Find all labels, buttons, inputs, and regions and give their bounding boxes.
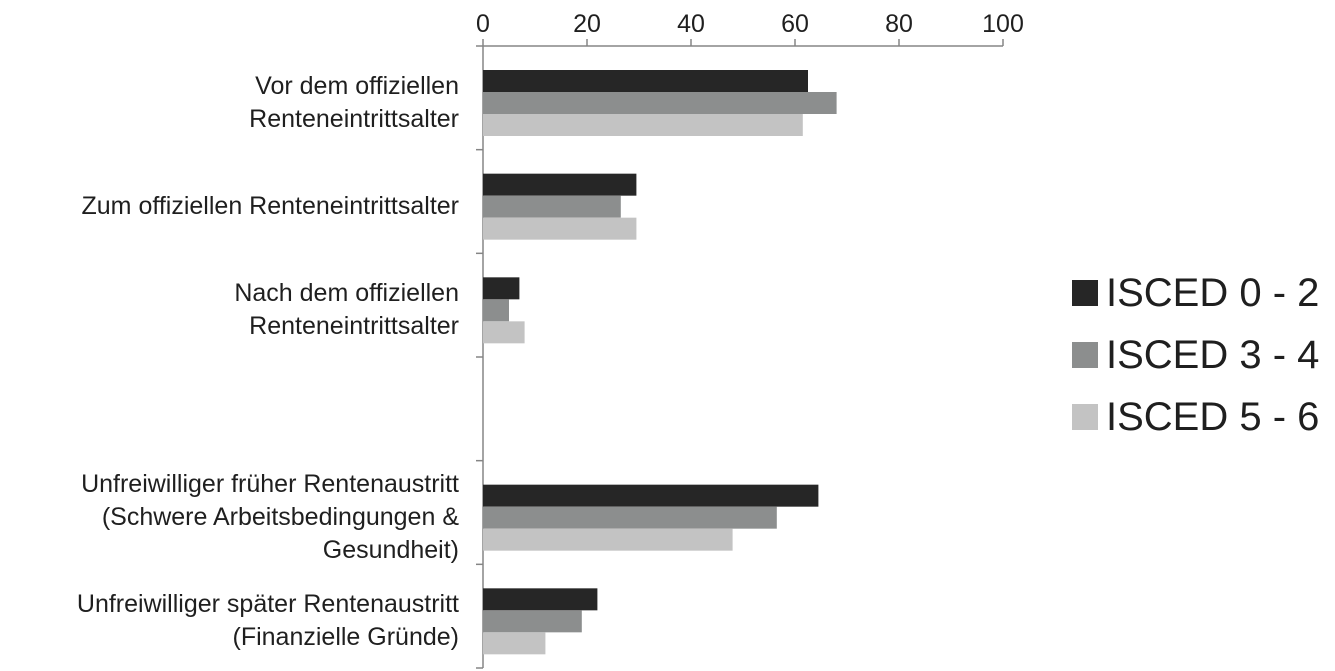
bar-isced-0-2-cat-5 — [483, 588, 598, 611]
bar-isced-0-2-cat-1 — [483, 173, 637, 196]
x-axis: 0 20 40 60 80 100 — [476, 10, 1024, 669]
category-label-line: (Schwere Arbeitsbedingungen & — [101, 503, 459, 532]
x-tick-label: 20 — [573, 10, 601, 38]
x-tick-label: 80 — [885, 10, 913, 38]
bar-isced-5-6-cat-0 — [483, 114, 803, 136]
legend-label: ISCED 5 - 6 — [1106, 395, 1320, 439]
bar-isced-3-4-cat-1 — [483, 195, 621, 218]
bar-isced-5-6-cat-5 — [483, 632, 546, 655]
legend-label: ISCED 0 - 2 — [1106, 271, 1320, 315]
bar-isced-0-2-cat-4 — [483, 484, 819, 507]
category-label-line: Zum offiziellen Renteneintrittsalter — [81, 192, 460, 221]
legend-item-isced-3-4: ISCED 3 - 4 — [1072, 324, 1319, 386]
category-label-line: Unfreiwilliger später Rentenaustritt — [76, 590, 459, 619]
bar-isced-0-2-cat-2 — [483, 277, 520, 300]
bar-isced-5-6-cat-1 — [483, 217, 637, 240]
bar-isced-5-6-cat-2 — [483, 321, 525, 344]
category-label-line: Renteneintrittsalter — [249, 105, 459, 133]
bar-isced-0-2-cat-0 — [483, 70, 808, 92]
bar-isced-3-4-cat-4 — [483, 506, 777, 529]
legend-swatch — [1072, 342, 1098, 368]
legend-label: ISCED 3 - 4 — [1106, 333, 1320, 377]
bar-isced-5-6-cat-4 — [483, 528, 733, 551]
legend-item-isced-5-6: ISCED 5 - 6 — [1072, 386, 1319, 448]
legend-swatch — [1072, 280, 1098, 306]
x-tick-label: 60 — [781, 10, 809, 38]
category-label-line: Unfreiwilliger früher Rentenaustritt — [81, 470, 459, 499]
x-tick-label: 100 — [982, 10, 1024, 38]
category-label-line: Nach dem offiziellen — [234, 279, 459, 308]
x-tick-label: 0 — [476, 10, 490, 38]
category-label-line: Gesundheit) — [322, 536, 459, 565]
legend: ISCED 0 - 2 ISCED 3 - 4 ISCED 5 - 6 — [1072, 262, 1319, 448]
bar-isced-3-4-cat-5 — [483, 610, 582, 633]
legend-swatch — [1072, 404, 1098, 430]
category-label-line: Vor dem offiziellen — [255, 72, 459, 100]
bar-isced-3-4-cat-0 — [483, 92, 837, 114]
legend-item-isced-0-2: ISCED 0 - 2 — [1072, 262, 1319, 324]
x-tick-label: 40 — [677, 10, 705, 38]
bars-group — [483, 70, 837, 655]
bar-isced-3-4-cat-2 — [483, 299, 509, 322]
category-label-line: Renteneintrittsalter — [249, 312, 459, 341]
category-label-line: (Finanzielle Gründe) — [232, 623, 460, 652]
